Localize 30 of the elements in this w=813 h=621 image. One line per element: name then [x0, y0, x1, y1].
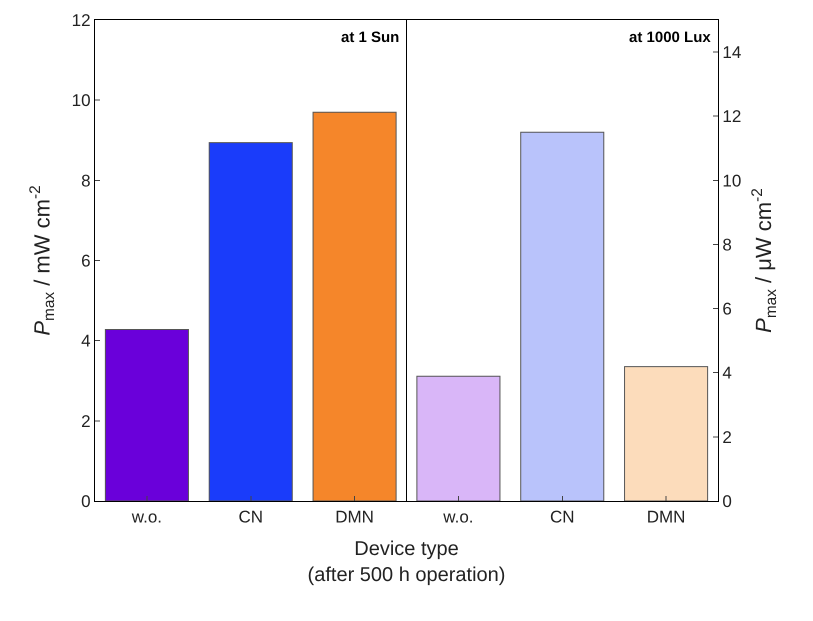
x-tick-label: w.o. [442, 507, 474, 526]
x-tick-label: CN [238, 507, 264, 526]
bar [624, 366, 708, 501]
y-tick-label: 6 [81, 251, 91, 270]
y-tick-label: 8 [81, 171, 91, 190]
y2-tick-label: 10 [722, 171, 742, 190]
y2-tick-label: 8 [722, 235, 732, 254]
y2-tick-label: 14 [722, 43, 742, 62]
x-tick-label: w.o. [130, 507, 162, 526]
bar [104, 328, 189, 501]
y-tick-label: 12 [72, 10, 91, 30]
bar [416, 376, 500, 501]
y2-tick-label: 2 [722, 428, 732, 447]
x-tick-label: DMN [335, 507, 374, 526]
x-axis-title: Device type (after 500 h operation) [308, 538, 506, 586]
y-tick-label: 10 [72, 91, 91, 110]
annotation: at 1 Sun [341, 29, 400, 46]
bar [520, 132, 604, 501]
y2-tick-label: 0 [722, 492, 732, 511]
y2-tick-label: 6 [722, 300, 732, 319]
x-tick-label: CN [550, 507, 575, 526]
y2-tick-label: 4 [722, 364, 732, 383]
y-tick-label: 2 [81, 412, 91, 431]
y2-tick-label: 12 [722, 107, 742, 126]
annotation: at 1000 Lux [629, 29, 712, 46]
bar [312, 112, 397, 501]
x-tick-label: DMN [646, 507, 686, 526]
y-tick-label: 4 [81, 332, 91, 351]
bar [208, 142, 293, 501]
y-tick-label: 0 [81, 492, 91, 511]
